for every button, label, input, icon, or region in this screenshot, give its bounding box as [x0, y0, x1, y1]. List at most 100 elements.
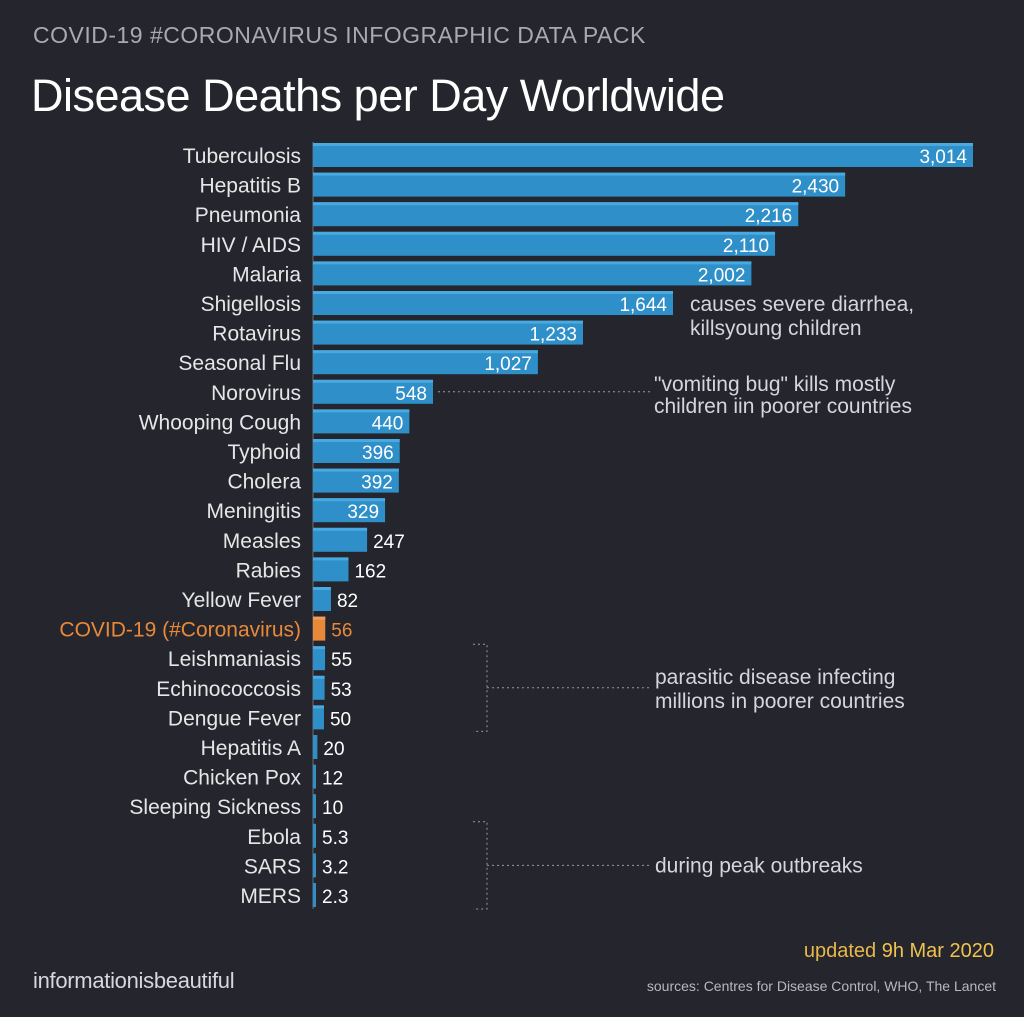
bar-shine-measles [313, 527, 368, 531]
bar-pneumonia [313, 202, 799, 227]
category-label-leishmaniasis: Leishmaniasis [168, 648, 301, 671]
bar-rabies [313, 557, 349, 582]
bar-leishmaniasis [313, 646, 326, 671]
annotation-shigellosis-line-1: killsyoung children [690, 317, 862, 340]
bar-dengue-fever [313, 705, 324, 730]
bar-shigellosis [313, 291, 673, 315]
bar-norovirus [313, 379, 433, 404]
annotation-outbreaks-line-0: during peak outbreaks [655, 854, 863, 877]
value-label-whooping-cough: 440 [372, 413, 404, 434]
bar-meningitis [313, 498, 386, 523]
bar-echinococcosis [313, 675, 325, 700]
category-label-pneumonia: Pneumonia [195, 204, 302, 227]
category-label-hiv-aids: HIV / AIDS [201, 234, 301, 257]
category-label-shigellosis: Shigellosis [201, 293, 301, 316]
annotation-outbreaks-bracket [473, 821, 488, 910]
bar-shine-rabies [313, 557, 349, 561]
value-label-leishmaniasis: 55 [331, 650, 352, 671]
value-label-yellow-fever: 82 [337, 591, 358, 612]
bar-shine-dengue-fever [313, 705, 324, 709]
value-label-sars: 3.2 [322, 857, 348, 878]
bar-malaria [313, 261, 752, 286]
chart-title: Disease Deaths per Day Worldwide [31, 70, 725, 121]
brand-logo-text: informationisbeautiful [33, 968, 235, 993]
bar-shine-whooping-cough [313, 409, 410, 413]
bar-hepatitis-a [313, 735, 318, 759]
bar-hiv-aids [313, 231, 776, 256]
bar-shine-typhoid [313, 439, 400, 442]
category-label-ebola: Ebola [247, 826, 301, 849]
bar-shine-leishmaniasis [313, 646, 326, 650]
category-label-whooping-cough: Whooping Cough [139, 411, 301, 434]
infographic-kicker: COVID-19 #CORONAVIRUS INFOGRAPHIC DATA P… [33, 22, 646, 48]
bar-tuberculosis [313, 143, 973, 167]
bar-hepatitis-b [313, 172, 846, 197]
value-label-malaria: 2,002 [698, 265, 746, 286]
category-label-measles: Measles [223, 530, 301, 553]
sources-note: sources: Centres for Disease Control, WH… [646, 978, 996, 994]
bar-shine-malaria [313, 261, 752, 265]
annotation-norovirus-line-0: "vomiting bug" kills mostly [654, 373, 896, 396]
category-label-norovirus: Norovirus [211, 382, 301, 405]
category-label-echinococcosis: Echinococcosis [156, 678, 301, 701]
bar-measles [313, 527, 368, 552]
bar-cholera [313, 468, 399, 493]
bar-shine-rotavirus [313, 320, 583, 324]
bar-shine-hepatitis-b [313, 172, 846, 176]
category-label-malaria: Malaria [232, 263, 301, 286]
bar-shine-yellow-fever [313, 587, 331, 590]
value-label-seasonal-flu: 1,027 [484, 354, 532, 375]
bar-shine-norovirus [313, 379, 433, 383]
category-label-chicken-pox: Chicken Pox [183, 767, 301, 790]
category-label-cholera: Cholera [227, 471, 301, 494]
value-label-rotavirus: 1,233 [529, 325, 577, 346]
bar-sars [313, 853, 316, 878]
category-label-mers: MERS [240, 885, 301, 908]
updated-prefix: updated [803, 940, 877, 962]
value-label-covid-19-coronavirus: 56 [331, 621, 352, 642]
bar-typhoid [313, 439, 400, 463]
category-label-seasonal-flu: Seasonal Flu [178, 352, 301, 375]
annotation-parasitic-line-0: parasitic disease infecting [655, 666, 895, 689]
bar-chicken-pox [313, 764, 316, 789]
annotation-parasitic-bracket [473, 643, 488, 732]
annotation-shigellosis-line-0: causes severe diarrhea, [690, 293, 914, 316]
bar-seasonal-flu [313, 350, 538, 375]
value-label-mers: 2.3 [322, 887, 348, 908]
bar-shine-echinococcosis [313, 675, 325, 679]
value-label-dengue-fever: 50 [330, 709, 351, 730]
bar-shine-tuberculosis [313, 143, 973, 146]
category-label-rotavirus: Rotavirus [212, 323, 301, 346]
value-label-sleeping-sickness: 10 [322, 798, 343, 819]
bar-sleeping-sickness [313, 794, 316, 819]
value-label-echinococcosis: 53 [331, 680, 352, 701]
bar-shine-pneumonia [313, 202, 799, 206]
category-label-typhoid: Typhoid [227, 441, 301, 464]
value-label-hepatitis-b: 2,430 [792, 177, 840, 198]
bar-covid-19-coronavirus [313, 616, 326, 641]
value-label-ebola: 5.3 [322, 828, 348, 849]
bar-rotavirus [313, 320, 583, 345]
annotation-norovirus-line-1: children iin poorer countries [654, 395, 912, 418]
value-label-measles: 247 [373, 532, 405, 553]
annotation-parasitic-line-1: millions in poorer countries [655, 690, 905, 713]
category-label-hepatitis-a: Hepatitis A [201, 737, 301, 760]
value-label-pneumonia: 2,216 [745, 206, 793, 227]
category-label-sars: SARS [244, 855, 301, 878]
category-label-tuberculosis: Tuberculosis [183, 145, 301, 168]
category-label-hepatitis-b: Hepatitis B [199, 175, 301, 198]
value-label-hiv-aids: 2,110 [723, 236, 769, 257]
bar-shine-shigellosis [313, 291, 673, 294]
updated-note: updated 9h Mar 2020 [804, 940, 994, 963]
value-label-rabies: 162 [354, 561, 386, 582]
bar-shine-covid-19-coronavirus [313, 616, 326, 620]
bar-yellow-fever [313, 587, 331, 611]
category-label-sleeping-sickness: Sleeping Sickness [129, 796, 301, 819]
value-label-shigellosis: 1,644 [619, 295, 667, 316]
category-label-covid-19-coronavirus: COVID-19 (#Coronavirus) [59, 619, 301, 642]
bar-shine-cholera [313, 468, 399, 472]
category-label-yellow-fever: Yellow Fever [182, 589, 301, 612]
bar-shine-hiv-aids [313, 231, 776, 235]
value-label-hepatitis-a: 20 [323, 739, 344, 760]
